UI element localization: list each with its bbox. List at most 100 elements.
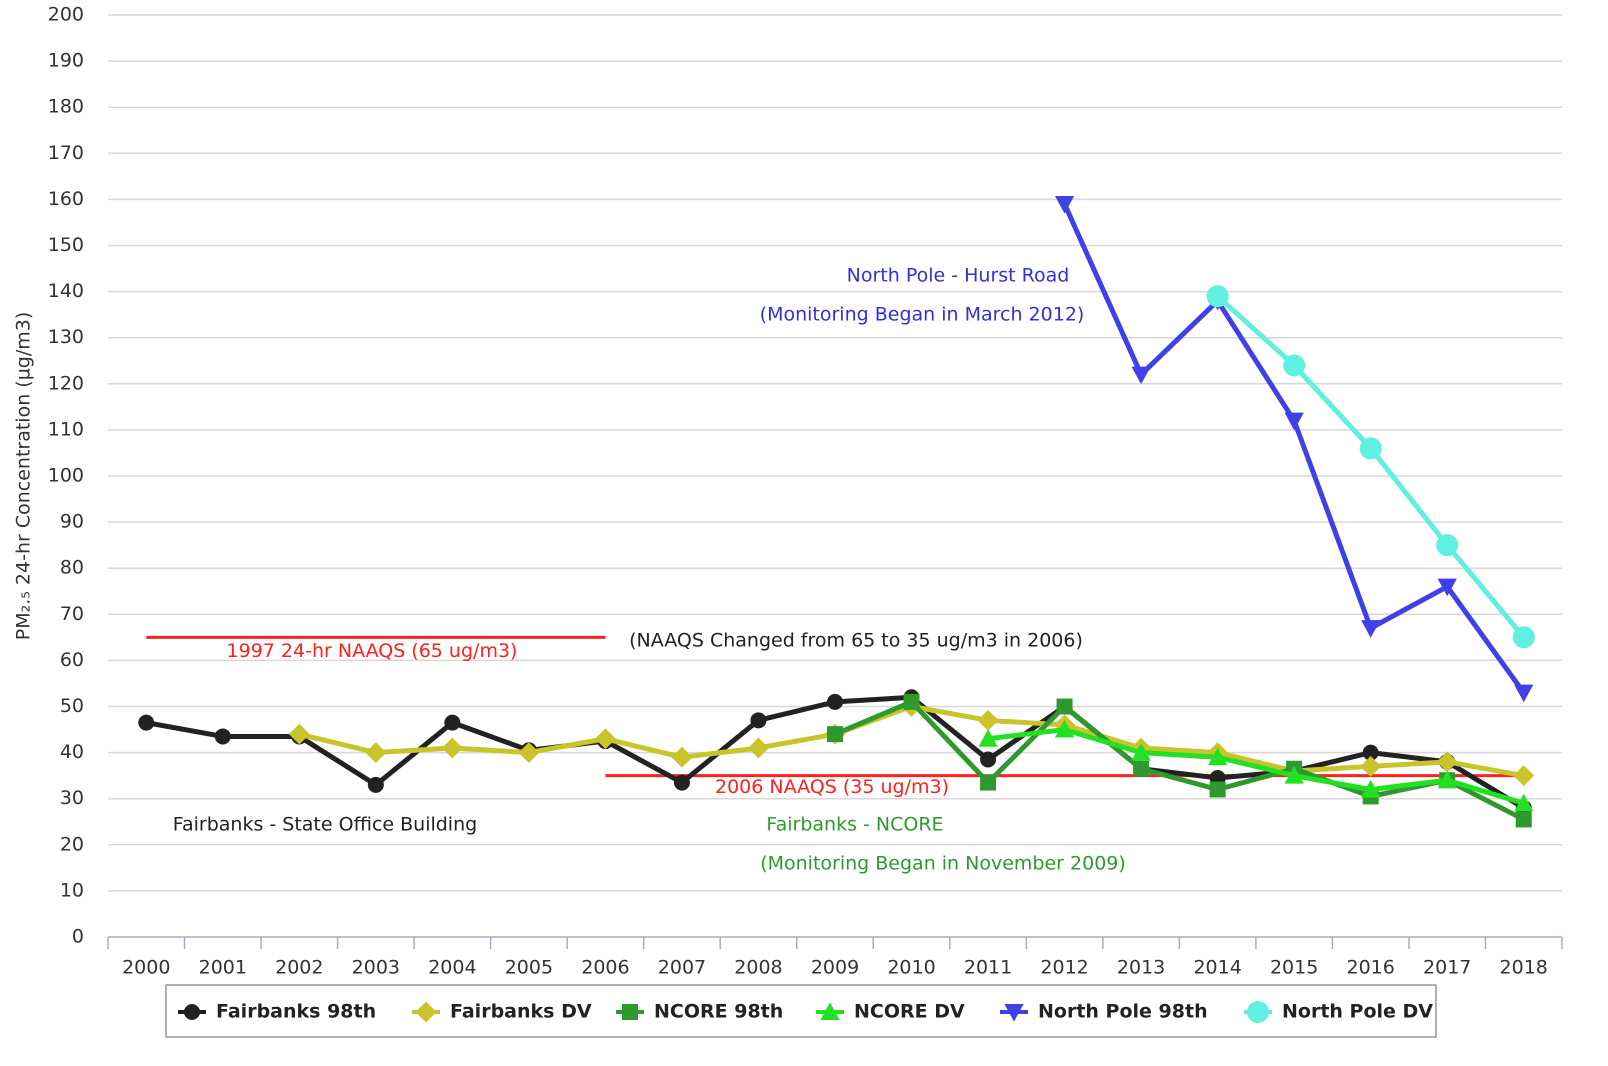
annotation: Fairbanks - NCORE — [766, 814, 943, 836]
y-tick-label: 110 — [48, 418, 84, 440]
y-tick-label: 90 — [60, 511, 84, 533]
series-line — [987, 727, 1525, 806]
marker — [1131, 743, 1151, 761]
marker — [1054, 719, 1075, 738]
x-tick-label: 2007 — [658, 957, 706, 979]
marker — [1360, 756, 1382, 777]
x-tick-label: 2008 — [734, 957, 782, 979]
x-tick-label: 2015 — [1270, 957, 1318, 979]
marker — [1362, 744, 1379, 761]
x-tick-label: 2011 — [964, 957, 1012, 979]
marker — [365, 742, 387, 763]
y-tick-label: 40 — [60, 741, 84, 763]
series-line — [834, 699, 1525, 822]
x-tick-label: 2017 — [1423, 957, 1471, 979]
legend-box — [165, 984, 1437, 1038]
x-tick-label: 2012 — [1040, 957, 1088, 979]
marker — [671, 746, 693, 768]
marker — [214, 728, 231, 745]
x-tick-label: 2000 — [122, 957, 170, 979]
y-tick-label: 0 — [72, 926, 84, 948]
marker — [1436, 751, 1458, 773]
marker — [1206, 285, 1229, 308]
marker — [1512, 626, 1535, 649]
marker — [977, 709, 999, 731]
y-axis-label: PM₂.₅ 24-hr Concentration (µg/m3) — [13, 312, 35, 641]
y-tick-label: 140 — [48, 280, 84, 302]
marker — [1361, 779, 1381, 798]
marker — [827, 726, 843, 743]
marker — [1284, 766, 1304, 784]
x-tick-label: 2016 — [1347, 957, 1395, 979]
marker — [1514, 793, 1534, 812]
marker — [820, 1002, 840, 1020]
y-tick-label: 160 — [48, 188, 84, 210]
marker — [1054, 196, 1075, 214]
marker — [903, 693, 920, 710]
y-tick-label: 200 — [48, 4, 84, 26]
x-tick-label: 2014 — [1193, 957, 1241, 979]
marker — [980, 774, 997, 791]
marker — [518, 742, 540, 763]
marker — [367, 776, 384, 793]
y-tick-label: 130 — [48, 326, 84, 348]
marker — [415, 1001, 437, 1023]
legend-label: Fairbanks DV — [450, 1001, 592, 1023]
marker — [980, 751, 997, 768]
y-tick-label: 50 — [60, 695, 84, 717]
annotation: Fairbanks - State Office Building — [173, 814, 477, 836]
x-tick-label: 2010 — [887, 957, 935, 979]
x-tick-label: 2003 — [352, 957, 400, 979]
series-line — [1062, 202, 1526, 695]
annotation: North Pole - Hurst Road — [847, 265, 1070, 287]
marker — [1437, 578, 1457, 597]
marker — [748, 737, 769, 759]
y-tick-label: 100 — [48, 465, 84, 487]
marker — [1359, 437, 1382, 460]
marker — [1208, 747, 1228, 766]
marker — [827, 693, 843, 710]
x-tick-label: 2001 — [199, 957, 247, 979]
y-tick-label: 150 — [48, 234, 84, 256]
marker — [1361, 620, 1381, 638]
marker — [595, 728, 616, 750]
x-tick-label: 2013 — [1117, 957, 1165, 979]
legend-label: North Pole 98th — [1038, 1001, 1208, 1023]
marker — [1436, 534, 1459, 557]
y-tick-label: 80 — [60, 557, 84, 579]
marker — [622, 1004, 638, 1020]
legend-label: NCORE DV — [854, 1001, 965, 1023]
y-tick-label: 120 — [48, 372, 84, 394]
marker — [1515, 811, 1532, 828]
marker — [1284, 412, 1304, 431]
y-tick-label: 30 — [60, 787, 84, 809]
annotation: (Monitoring Began in March 2012) — [760, 304, 1085, 326]
x-tick-label: 2002 — [275, 957, 323, 979]
marker — [1133, 760, 1150, 777]
reference-label: 1997 24-hr NAAQS (65 ug/m3) — [227, 640, 518, 662]
legend-label: NCORE 98th — [654, 1001, 783, 1023]
marker — [1247, 1001, 1269, 1023]
marker — [673, 774, 690, 791]
x-tick-label: 2004 — [428, 957, 476, 979]
marker — [1437, 770, 1457, 789]
y-tick-label: 180 — [48, 96, 84, 118]
y-tick-label: 170 — [48, 142, 84, 164]
marker — [1283, 354, 1306, 377]
marker — [1209, 781, 1226, 798]
x-tick-label: 2009 — [811, 957, 859, 979]
marker — [1004, 1004, 1024, 1022]
x-tick-label: 2006 — [581, 957, 629, 979]
y-tick-label: 10 — [60, 879, 84, 901]
legend-label: North Pole DV — [1282, 1001, 1433, 1023]
marker — [978, 729, 998, 747]
reference-label: 2006 NAAQS (35 ug/m3) — [715, 776, 949, 798]
marker — [444, 714, 461, 731]
x-tick-label: 2005 — [505, 957, 553, 979]
marker — [1131, 366, 1151, 385]
series-line — [1215, 294, 1526, 639]
y-tick-label: 70 — [60, 603, 84, 625]
marker — [1513, 765, 1535, 787]
marker — [138, 714, 155, 731]
